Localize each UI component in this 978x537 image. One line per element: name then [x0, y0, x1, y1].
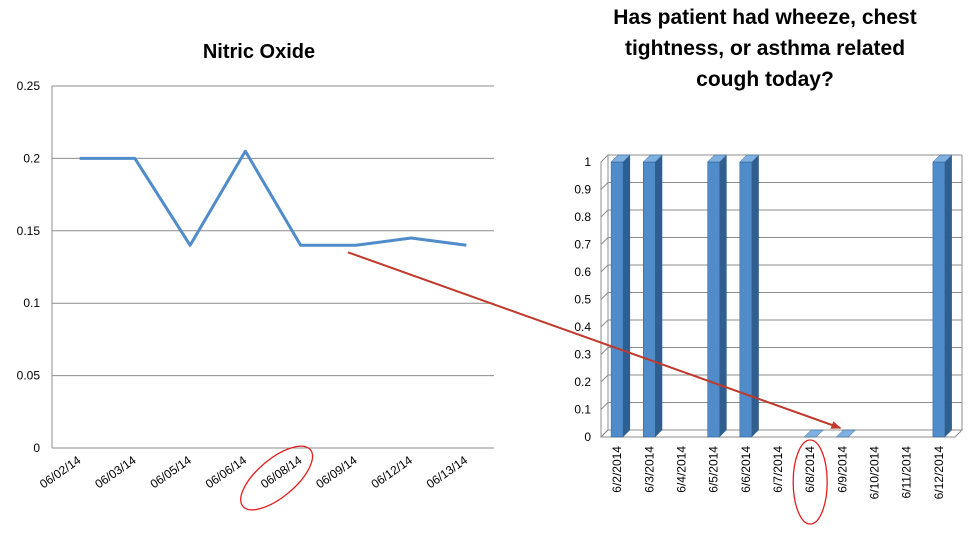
bar-chart-y-tick: 0.5 — [574, 293, 591, 307]
bar-chart-x-tick: 6/9/2014 — [835, 446, 849, 493]
bar-chart-x-tick: 6/5/2014 — [707, 446, 721, 493]
bar-top — [610, 154, 631, 163]
line-chart-series — [79, 149, 467, 247]
bar-top — [835, 429, 856, 438]
line-chart-x-tick: 06/06/14 — [203, 453, 250, 491]
bar-chart-x-tick: 6/4/2014 — [674, 446, 688, 493]
bar-chart-x-tick: 6/2/2014 — [610, 446, 624, 493]
bar-chart-y-tick: 0.1 — [574, 403, 591, 417]
bar-chart-y-tick: 0.8 — [574, 210, 591, 224]
line-chart-x-tick: 06/03/14 — [92, 453, 139, 491]
annotation-arrow — [347, 251, 842, 429]
line-chart-x-tick: 06/09/14 — [313, 453, 360, 491]
bar-chart-x-tick: 6/12/2014 — [932, 446, 946, 500]
bar-chart-x-tick: 6/8/2014 — [803, 446, 817, 493]
bar-chart-title-line-3: cough today? — [696, 68, 834, 91]
bar-front — [610, 161, 624, 438]
bar-top — [707, 154, 728, 163]
bar-chart-x-tick: 6/10/2014 — [868, 446, 882, 500]
line-chart-y-tick: 0 — [33, 441, 40, 455]
bar-side — [655, 155, 663, 437]
line-chart-x-tick: 06/13/14 — [424, 453, 471, 491]
line-chart-y-tick: 0.15 — [17, 224, 41, 238]
bar-chart-title-line-1: Has patient had wheeze, chest — [613, 6, 916, 29]
line-chart-x-tick: 06/05/14 — [148, 453, 195, 491]
line-chart-x-tick: 06/12/14 — [369, 453, 416, 491]
bar-side — [944, 155, 952, 437]
line-chart-x-tick: 06/08/14 — [258, 453, 305, 491]
bar-chart-x-tick: 6/3/2014 — [642, 446, 656, 493]
line-chart-y-tick: 0.2 — [23, 151, 40, 165]
bar-chart-x-tick-labels: 6/2/2014 6/3/2014 6/4/2014 6/5/2014 6/6/2014… — [610, 439, 946, 525]
bar-chart-y-tick-labels: 0 0.1 0.2 0.3 0.4 0.5 0.6 0.7 0.8 0.9 1 — [574, 155, 591, 444]
bar-top — [803, 429, 824, 438]
bar-chart-y-tick: 0.4 — [574, 320, 591, 334]
bar-front — [707, 161, 720, 438]
line-chart-x-tick: 06/02/14 — [37, 453, 84, 491]
bar-side — [719, 155, 727, 437]
line-chart-title: Nitric Oxide — [203, 41, 315, 63]
bar-chart-bars — [610, 154, 953, 438]
bar-chart-y-tick: 0.2 — [574, 375, 591, 389]
bar-side — [623, 155, 631, 437]
bar-chart-y-tick: 0 — [584, 430, 591, 444]
line-chart: Nitric Oxide 0 0.05 0.1 0.15 0.2 0.25 06/02/1… — [17, 41, 494, 511]
line-chart-y-tick-labels: 0 0.05 0.1 0.15 0.2 0.25 — [17, 79, 41, 455]
annotations — [347, 251, 842, 429]
bar-chart-y-tick: 0.7 — [574, 238, 591, 252]
line-chart-y-tick: 0.05 — [17, 369, 41, 383]
line-chart-y-tick: 0.25 — [17, 79, 41, 93]
bar-side — [751, 155, 759, 437]
line-chart-series-line — [79, 149, 467, 247]
bar-top — [739, 154, 760, 163]
bar-front — [643, 161, 656, 438]
bar-front — [932, 161, 946, 438]
bar-chart-y-tick: 0.6 — [574, 265, 591, 279]
bar-chart-y-tick: 1 — [584, 155, 591, 169]
line-chart-gridlines — [51, 85, 494, 449]
bar-top — [642, 154, 663, 163]
line-chart-highlight-circle — [240, 445, 314, 511]
bar-chart: Has patient had wheeze, chest tightness,… — [574, 6, 964, 525]
bar-chart-x-tick: 6/11/2014 — [900, 446, 914, 499]
bar-top — [932, 154, 953, 163]
bar-chart-highlight-circle — [792, 439, 828, 525]
bar-chart-x-tick: 6/7/2014 — [771, 446, 785, 493]
bar-chart-y-tick: 0.9 — [574, 183, 591, 197]
bar-chart-title-line-2: tightness, or asthma related — [625, 37, 905, 60]
line-chart-y-tick: 0.1 — [23, 296, 40, 310]
bar-chart-x-tick: 6/6/2014 — [739, 446, 753, 493]
bar-chart-y-tick: 0.3 — [574, 348, 591, 362]
